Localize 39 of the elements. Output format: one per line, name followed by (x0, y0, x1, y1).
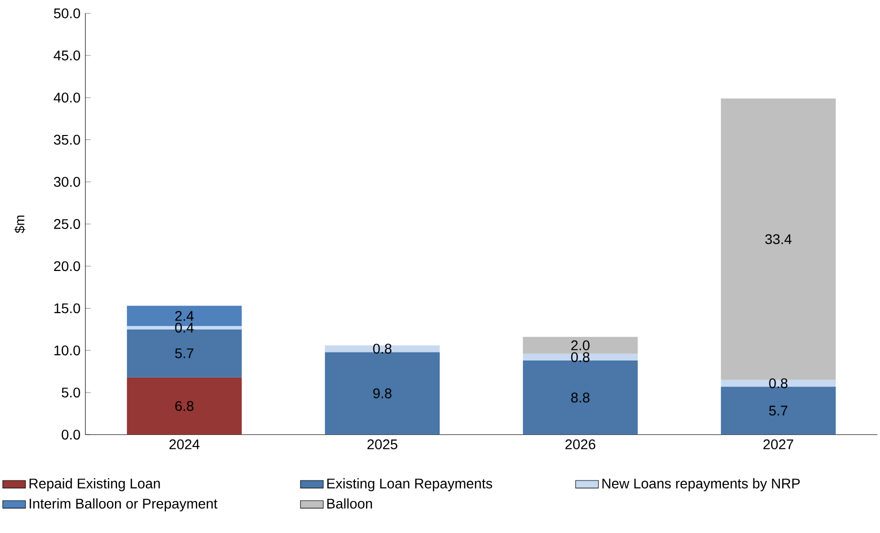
y-tick-label: 40.0 (54, 92, 80, 102)
y-tick-label: 25.0 (54, 218, 80, 229)
x-tick-label: 2025 (367, 439, 398, 450)
data-label: 0.8 (373, 344, 392, 354)
data-label: 5.7 (175, 348, 194, 358)
y-tick-label: 50.0 (54, 8, 80, 18)
data-label: 5.7 (769, 406, 788, 416)
data-label: 2.0 (571, 340, 590, 350)
data-label: 2.4 (175, 310, 194, 321)
x-tick-label: 2024 (169, 439, 200, 450)
bar (324, 345, 440, 352)
legend-label: New Loans repayments by NRP (602, 478, 800, 492)
bar (522, 336, 638, 354)
legend-label: Interim Balloon or Prepayment (30, 498, 218, 512)
data-label: 0.8 (769, 378, 788, 388)
bar (720, 98, 836, 380)
y-tick-label: 30.0 (54, 176, 80, 187)
data-label: 8.8 (571, 392, 590, 402)
y-tick-label: 10.0 (54, 345, 80, 356)
bar (522, 354, 638, 360)
y-tick-label: 15.0 (54, 303, 80, 314)
data-label: 6.8 (175, 400, 194, 411)
data-label: 33.4 (765, 234, 792, 244)
legend-label: Repaid Existing Loan (30, 478, 160, 492)
x-tick-label: 2026 (565, 439, 596, 450)
y-tick-label: 5.0 (62, 387, 80, 398)
bar (720, 380, 836, 386)
y-tick-label: 0.0 (62, 430, 80, 440)
data-label: 0.8 (571, 352, 590, 362)
data-label: 0.4 (175, 322, 194, 332)
legend-label: Balloon (327, 498, 372, 508)
data-label: 9.8 (373, 388, 392, 398)
bar (126, 377, 242, 435)
y-axis-title: $m (14, 215, 26, 233)
legend-label: Existing Loan Repayments (327, 478, 492, 492)
y-tick-label: 20.0 (54, 261, 80, 271)
x-tick-label: 2027 (763, 439, 794, 450)
y-tick-label: 35.0 (54, 134, 80, 145)
y-tick-label: 45.0 (54, 50, 80, 60)
